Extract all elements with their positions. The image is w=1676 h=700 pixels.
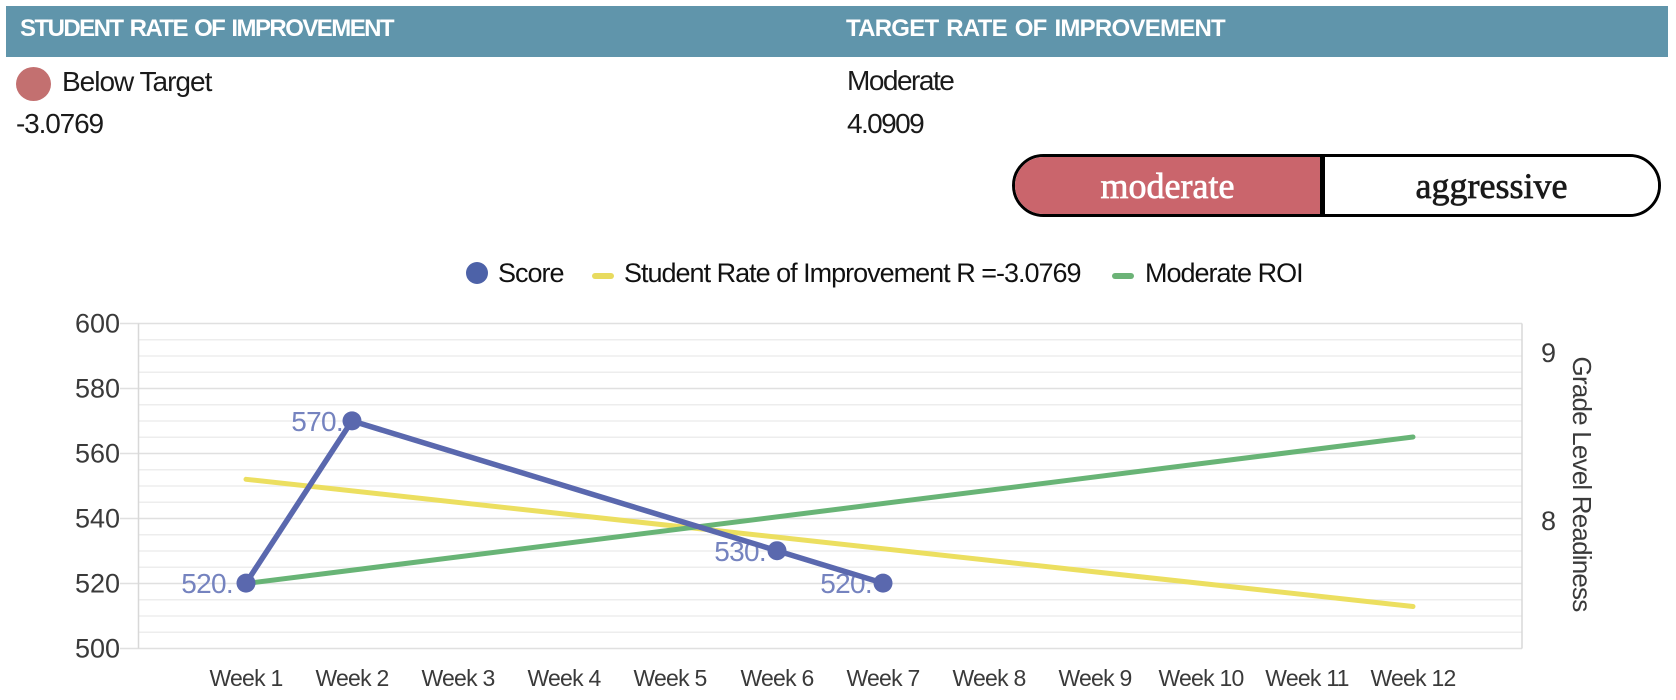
svg-text:600: 600	[75, 309, 120, 339]
svg-text:Week 7: Week 7	[846, 665, 919, 691]
svg-text:Week 9: Week 9	[1058, 665, 1131, 691]
svg-text:Week 1: Week 1	[209, 665, 282, 691]
svg-text:Week 5: Week 5	[633, 665, 706, 691]
svg-text:Week 6: Week 6	[740, 665, 813, 691]
svg-text:520: 520	[75, 569, 120, 599]
svg-text:Week 8: Week 8	[952, 665, 1025, 691]
svg-text:Week 10: Week 10	[1158, 665, 1243, 691]
svg-text:Week 3: Week 3	[421, 665, 494, 691]
svg-text:Week 11: Week 11	[1265, 665, 1348, 691]
svg-text:580: 580	[75, 374, 120, 404]
svg-text:570.: 570.	[291, 406, 343, 437]
svg-text:Week 4: Week 4	[527, 665, 601, 691]
svg-text:540: 540	[75, 504, 120, 534]
svg-text:9: 9	[1541, 338, 1556, 368]
svg-text:560: 560	[75, 439, 120, 469]
svg-text:8: 8	[1541, 506, 1556, 536]
svg-text:Week 2: Week 2	[315, 665, 388, 691]
svg-text:Grade Level Readiness: Grade Level Readiness	[1567, 357, 1597, 613]
svg-text:520.: 520.	[181, 568, 233, 599]
svg-text:500: 500	[75, 634, 120, 664]
svg-text:Week 12: Week 12	[1370, 665, 1455, 691]
